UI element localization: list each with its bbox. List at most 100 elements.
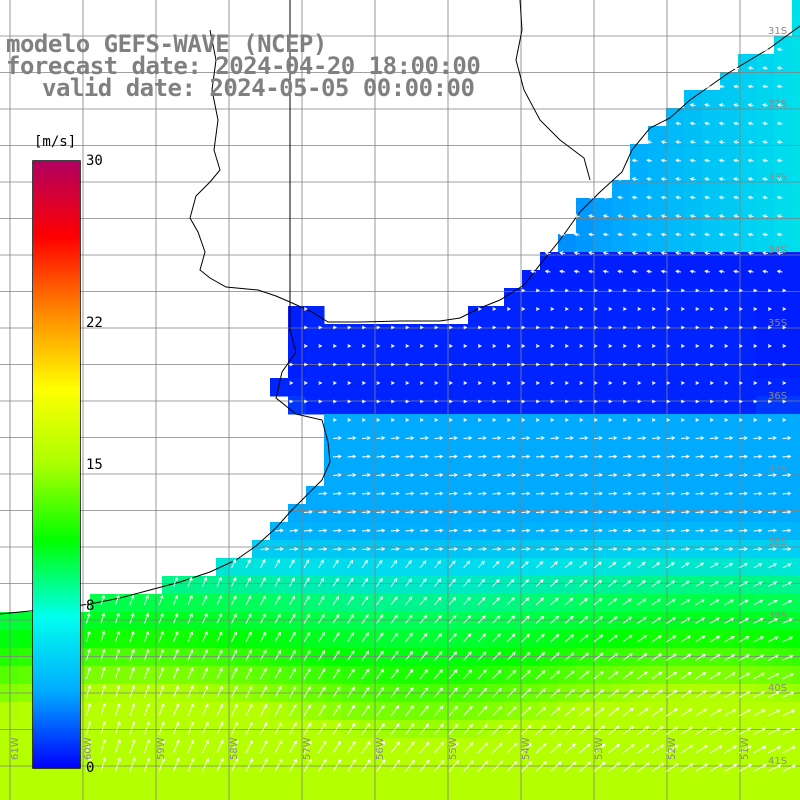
- speed-cell: [738, 162, 757, 181]
- wind-arrow: [419, 723, 429, 735]
- wind-arrow: [303, 307, 308, 311]
- wind-arrow: [390, 578, 398, 587]
- wind-arrow: [724, 654, 736, 661]
- speed-cell: [738, 612, 757, 631]
- speed-cell: [378, 378, 397, 397]
- speed-cell: [792, 756, 800, 775]
- wind-arrow: [733, 66, 740, 70]
- speed-cell: [684, 504, 703, 523]
- speed-cell: [738, 90, 757, 109]
- wind-arrow: [675, 195, 682, 200]
- speed-cell: [576, 378, 595, 397]
- speed-cell: [324, 342, 343, 361]
- wind-arrow: [245, 649, 252, 661]
- speed-cell: [774, 450, 793, 469]
- speed-cell: [594, 612, 613, 631]
- wind-arrow: [617, 232, 624, 237]
- speed-cell: [324, 648, 343, 667]
- speed-cell: [612, 792, 631, 800]
- wind-arrow: [463, 560, 471, 569]
- speed-cell: [234, 612, 253, 631]
- wind-arrow: [608, 725, 620, 735]
- speed-cell: [522, 774, 541, 793]
- wind-arrow: [521, 418, 526, 422]
- speed-cell: [666, 702, 685, 721]
- speed-cell: [288, 792, 307, 800]
- wind-arrow: [535, 344, 540, 348]
- speed-cell: [612, 234, 631, 253]
- speed-cell: [720, 234, 739, 253]
- speed-cell: [756, 558, 775, 577]
- speed-cell: [756, 648, 775, 667]
- speed-cell: [522, 414, 541, 433]
- wind-arrow: [733, 121, 740, 126]
- wind-arrow: [579, 436, 589, 440]
- wind-arrow: [332, 650, 340, 661]
- wind-arrow: [274, 721, 282, 735]
- wind-arrow: [434, 344, 439, 348]
- wind-arrow: [753, 454, 763, 459]
- wind-arrow: [593, 689, 605, 698]
- speed-cell: [576, 396, 595, 415]
- speed-cell: [360, 648, 379, 667]
- wind-arrow: [651, 399, 656, 404]
- wind-arrow: [724, 690, 737, 698]
- speed-cell: [774, 378, 793, 397]
- speed-cell: [738, 72, 757, 91]
- wind-arrow: [559, 232, 566, 237]
- speed-cell: [306, 342, 325, 361]
- wind-arrow: [231, 703, 238, 717]
- wind-arrow: [608, 510, 618, 514]
- wind-arrow: [767, 528, 777, 533]
- wind-arrow: [689, 251, 696, 255]
- speed-cell: [270, 378, 289, 397]
- speed-cell: [612, 450, 631, 469]
- wind-arrow: [419, 687, 429, 698]
- speed-cell: [18, 792, 37, 800]
- wind-arrow: [695, 528, 705, 533]
- wind-arrow: [434, 741, 444, 754]
- speed-cell: [738, 396, 757, 415]
- wind-arrow: [216, 739, 224, 754]
- wind-arrow: [680, 726, 693, 735]
- wind-arrow: [637, 491, 647, 496]
- wind-arrow: [695, 547, 705, 551]
- speed-cell: [630, 648, 649, 667]
- wind-arrow: [709, 436, 719, 440]
- wind-arrow: [535, 615, 545, 624]
- wind-arrow: [434, 399, 439, 404]
- wind-arrow: [521, 528, 531, 533]
- speed-cell: [738, 252, 757, 271]
- wind-arrow: [260, 547, 270, 551]
- wind-arrow: [144, 702, 150, 717]
- wind-arrow: [390, 686, 400, 698]
- wind-arrow: [521, 688, 532, 698]
- speed-cell: [504, 594, 523, 613]
- wind-arrow: [376, 454, 386, 459]
- wind-arrow: [718, 158, 725, 163]
- speed-cell: [738, 414, 757, 433]
- speed-cell: [702, 486, 721, 505]
- wind-arrow: [637, 671, 648, 680]
- wind-arrow: [622, 473, 632, 477]
- speed-cell: [774, 594, 793, 613]
- speed-cell: [90, 666, 109, 685]
- wind-arrow: [332, 510, 342, 514]
- speed-cell: [360, 432, 379, 451]
- speed-cell: [162, 666, 181, 685]
- wind-arrow: [579, 418, 584, 422]
- speed-cell: [756, 306, 775, 325]
- wind-arrow: [680, 547, 690, 551]
- wind-arrow: [535, 579, 544, 587]
- wind-arrow: [718, 103, 725, 107]
- speed-cell: [486, 432, 505, 451]
- wind-arrow: [492, 597, 501, 606]
- speed-cell: [756, 612, 775, 631]
- speed-cell: [360, 792, 379, 800]
- wind-arrow: [245, 595, 252, 606]
- wind-arrow: [753, 307, 758, 311]
- wind-arrow: [405, 362, 410, 367]
- wind-arrow: [347, 668, 355, 680]
- speed-cell: [612, 288, 631, 307]
- wind-arrow: [680, 362, 685, 367]
